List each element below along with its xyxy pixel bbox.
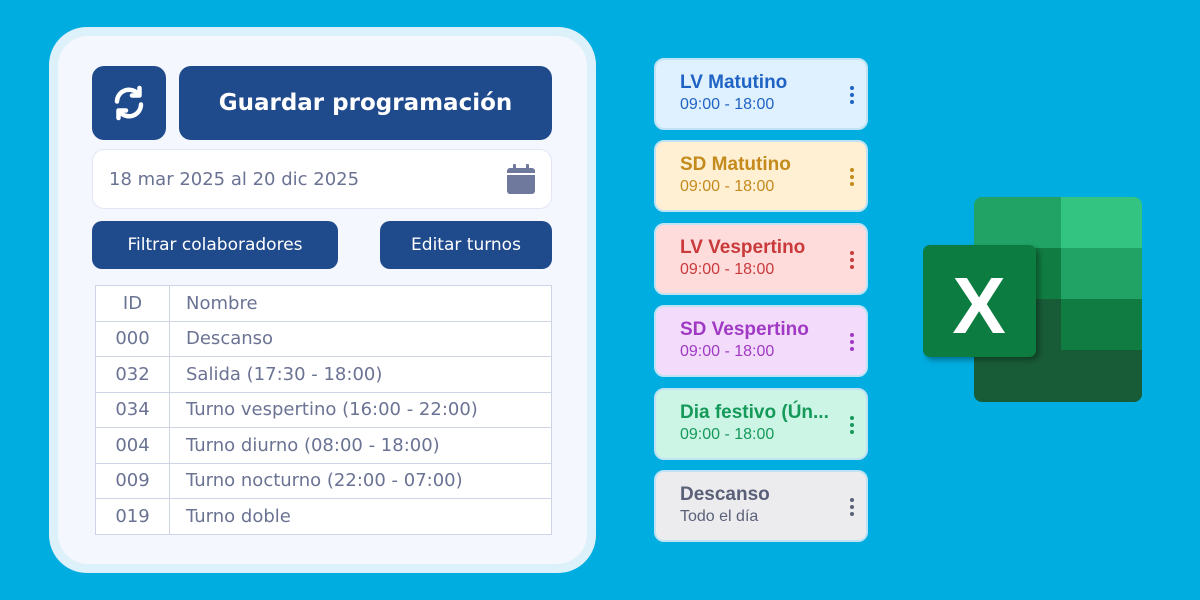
more-options-icon[interactable] [850,168,856,187]
excel-logo-letter: X [952,261,1005,350]
shift-time: 09:00 - 18:00 [680,425,775,443]
edit-shifts-button[interactable]: Editar turnos [380,221,552,269]
date-range-value: 18 mar 2025 al 20 dic 2025 [109,168,360,190]
shift-time: 09:00 - 18:00 [680,343,775,361]
save-schedule-button[interactable]: Guardar programación [179,66,552,140]
shift-title: SD Vespertino [680,319,809,341]
shift-card[interactable]: SD Matutino 09:00 - 18:00 [654,140,868,213]
row-name: Turno doble [169,498,552,535]
filter-collaborators-button[interactable]: Filtrar colaboradores [92,221,338,269]
date-range-input[interactable]: 18 mar 2025 al 20 dic 2025 [92,149,552,209]
row-id: 032 [95,356,170,393]
schedule-panel-inner: Guardar programación 18 mar 2025 al 20 d… [58,36,587,564]
refresh-button[interactable] [92,66,166,140]
shift-title: Descanso [680,484,770,505]
row-name: Turno vespertino (16:00 - 22:00) [169,391,552,428]
row-id: 004 [95,427,170,464]
table-row[interactable]: 034 Turno vespertino (16:00 - 22:00) [95,391,552,428]
more-options-icon[interactable] [850,415,856,434]
row-id: 009 [95,462,170,499]
shift-card[interactable]: Descanso Todo el día [654,470,868,542]
schedule-panel: Guardar programación 18 mar 2025 al 20 d… [49,27,596,573]
shift-time: 09:00 - 18:00 [680,178,775,196]
table-row[interactable]: 004 Turno diurno (08:00 - 18:00) [95,427,552,464]
row-name: Turno nocturno (22:00 - 07:00) [169,462,552,499]
shift-time: 09:00 - 18:00 [680,260,775,278]
row-name: Turno diurno (08:00 - 18:00) [169,427,552,464]
row-name: Salida (17:30 - 18:00) [169,356,552,393]
shift-card[interactable]: Dia festivo (Ún... 09:00 - 18:00 [654,387,868,460]
refresh-icon [114,85,144,121]
shift-card[interactable]: LV Matutino 09:00 - 18:00 [654,58,868,130]
excel-logo: X [923,197,1143,403]
shifts-table: ID Nombre 000 Descanso 032 Salida (17:30 - … [95,285,552,535]
row-id: 000 [95,320,170,357]
table-row[interactable]: 000 Descanso [95,320,552,357]
shift-title: LV Vespertino [680,236,806,258]
shift-title: SD Matutino [680,154,791,176]
row-id: 019 [95,498,170,535]
more-options-icon[interactable] [850,250,856,269]
more-options-icon[interactable] [850,86,856,104]
table-header-row: ID Nombre [95,285,552,322]
column-header-name: Nombre [169,285,552,322]
shift-time: Todo el día [680,508,759,525]
calendar-icon[interactable] [507,164,535,194]
shift-title: LV Matutino [680,72,788,93]
column-header-id: ID [95,285,170,322]
shift-time: 09:00 - 18:00 [680,96,775,113]
shift-card[interactable]: LV Vespertino 09:00 - 18:00 [654,222,868,295]
row-id: 034 [95,391,170,428]
more-options-icon[interactable] [850,498,856,516]
shift-title: Dia festivo (Ún... [680,401,829,423]
table-row[interactable]: 009 Turno nocturno (22:00 - 07:00) [95,462,552,499]
table-row[interactable]: 019 Turno doble [95,498,552,535]
table-row[interactable]: 032 Salida (17:30 - 18:00) [95,356,552,393]
row-name: Descanso [169,320,552,357]
shift-card[interactable]: SD Vespertino 09:00 - 18:00 [654,305,868,378]
more-options-icon[interactable] [850,333,856,352]
